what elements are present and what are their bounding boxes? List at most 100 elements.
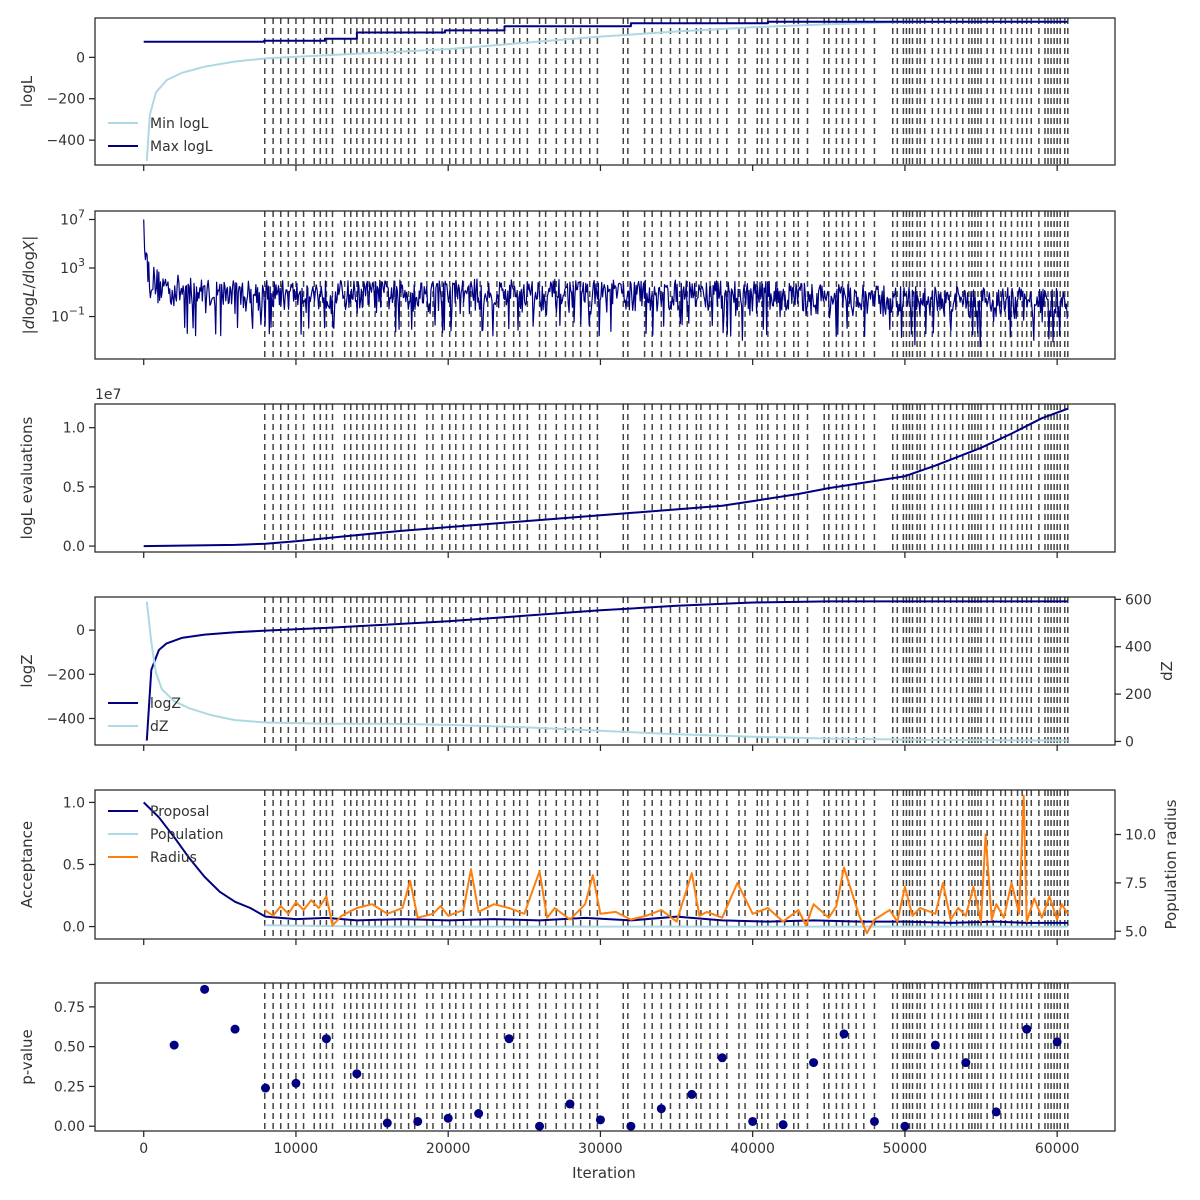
y-axis-label: logL evaluations: [18, 416, 36, 539]
plot-area-acceptance: [142, 790, 1069, 939]
y-tick-label-right: 10.0: [1125, 828, 1156, 844]
panel-logz: 0 −200 −400 0 200 400 600 logZ dZ logZ dZ: [18, 592, 1176, 751]
y-tick-label: 0: [76, 50, 85, 66]
data-point: [1022, 1024, 1032, 1034]
y-tick-label-right: 0: [1125, 734, 1134, 750]
y-tick-label-right: 600: [1125, 592, 1152, 608]
axes-frame: [94, 17, 1116, 166]
series-dz: [145, 601, 1068, 742]
iteration-markers: [263, 983, 1069, 1131]
plot-area-dlogl: [143, 211, 1069, 359]
data-point: [230, 1024, 240, 1034]
data-point: [535, 1121, 545, 1131]
legend-label: Min logL: [150, 116, 209, 132]
iteration-markers: [263, 790, 1069, 939]
data-point: [717, 1053, 727, 1063]
y-tick-label: −400: [47, 133, 85, 149]
data-point: [261, 1083, 271, 1093]
series-dlogl-0: [143, 219, 1068, 348]
data-point: [321, 1034, 331, 1044]
legend-label: dZ: [150, 719, 168, 735]
x-tick-label: 0: [139, 1141, 148, 1157]
y-tick-label: 0.0: [63, 539, 85, 555]
x-tick-label: 20000: [426, 1141, 471, 1157]
x-tick-label: 30000: [578, 1141, 623, 1157]
legend-label: Max logL: [150, 139, 213, 155]
x-tick-label: 60000: [1035, 1141, 1080, 1157]
y-tick-label: 1.0: [63, 795, 85, 811]
data-point: [504, 1034, 514, 1044]
panel-logl: 0 −200 −400 logL Min logL Max logL: [18, 17, 1116, 171]
series-evals-0: [143, 407, 1069, 548]
y-axis-label: p-value: [18, 1029, 36, 1085]
plot-area-logl: [143, 18, 1069, 165]
data-point: [687, 1089, 697, 1099]
x-axis-label: Iteration: [572, 1164, 636, 1182]
x-tick-label: 50000: [883, 1141, 928, 1157]
data-point: [748, 1116, 758, 1126]
axes-frame: [94, 982, 1116, 1132]
legend-label: logZ: [150, 696, 181, 712]
series-logz: [145, 600, 1068, 741]
axes-frame: [94, 210, 1116, 360]
y-tick-label: −200: [47, 667, 85, 683]
y-tick-label: 1.0: [63, 421, 85, 437]
y-axis-label: logL: [18, 75, 36, 107]
data-point: [869, 1116, 879, 1126]
data-point: [595, 1115, 605, 1125]
data-point: [961, 1058, 971, 1068]
data-point: [413, 1116, 423, 1126]
data-point: [200, 984, 210, 994]
plot-area-pvalue: [169, 983, 1069, 1131]
y-tick-label: −200: [47, 92, 85, 108]
data-point: [900, 1121, 910, 1131]
y-tick-label: −400: [47, 711, 85, 727]
panel-pvalue: 0.00 0.25 0.50 0.75 0 10000 20000 30000 40000 500…: [18, 982, 1116, 1157]
data-point: [809, 1058, 819, 1068]
data-point: [626, 1121, 636, 1131]
data-point: [656, 1104, 666, 1114]
iteration-markers: [263, 404, 1069, 552]
plot-area-evals: [143, 404, 1069, 552]
data-point: [930, 1040, 940, 1050]
panel-evals: 0.0 0.5 1.0 logL evaluations 1e7: [18, 387, 1116, 558]
y-tick-label: 0: [76, 623, 85, 639]
data-point: [169, 1040, 179, 1050]
legend-label: Radius: [150, 850, 197, 866]
series-proposal: [142, 801, 1068, 924]
y-axis-label: logZ: [18, 654, 36, 687]
axes-frame: [94, 403, 1116, 553]
y-axis-label-right: Population radius: [1162, 799, 1180, 929]
y-tick-label: 0.75: [54, 1000, 85, 1016]
y-axis-label-right: dZ: [1158, 661, 1176, 681]
legend-logz: logZ dZ: [108, 696, 181, 735]
y-tick-label: 0.00: [54, 1119, 85, 1135]
data-point: [443, 1113, 453, 1123]
data-point: [839, 1029, 849, 1039]
data-point: [1052, 1037, 1062, 1047]
legend-acceptance: Proposal Population Radius: [108, 804, 224, 866]
plot-area-logz: [145, 597, 1069, 745]
y-tick-label-right: 400: [1125, 640, 1152, 656]
panel-acceptance: 0.0 0.5 1.0 5.0 7.5 10.0 Acceptance Population …: [18, 789, 1180, 945]
y-tick-label: 0.50: [54, 1040, 85, 1056]
data-point: [352, 1069, 362, 1079]
data-point: [382, 1118, 392, 1128]
y-axis-label: Acceptance: [18, 821, 36, 908]
data-point: [778, 1120, 788, 1130]
axes-frame: [94, 596, 1116, 746]
legend-label: Proposal: [150, 804, 209, 820]
series-max-logl: [143, 20, 1068, 43]
x-tick-label: 40000: [730, 1141, 775, 1157]
data-point: [291, 1078, 301, 1088]
iteration-markers: [263, 18, 1069, 165]
series-min-logl: [145, 20, 1068, 161]
y-tick-label: 0.0: [63, 920, 85, 936]
y-tick-label: 0.25: [54, 1079, 85, 1095]
series-radius: [264, 794, 1069, 935]
y-tick-label-right: 200: [1125, 687, 1152, 703]
data-point: [565, 1099, 575, 1109]
y-tick-label: 0.5: [63, 858, 85, 874]
